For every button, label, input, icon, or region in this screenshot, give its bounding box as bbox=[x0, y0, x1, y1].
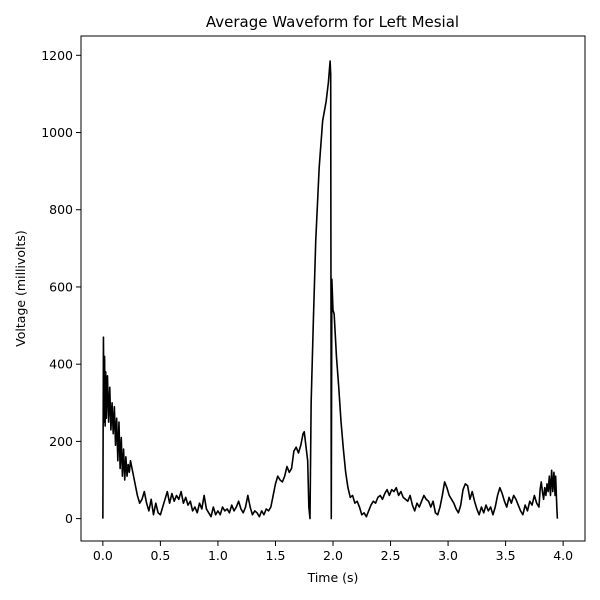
chart-title: Average Waveform for Left Mesial bbox=[206, 13, 459, 31]
y-tick-label: 200 bbox=[49, 434, 73, 449]
y-tick-label: 600 bbox=[49, 279, 73, 294]
y-tick-label: 400 bbox=[49, 357, 73, 372]
x-tick-label: 3.5 bbox=[496, 548, 516, 563]
y-tick-label: 1000 bbox=[41, 125, 73, 140]
y-tick-label: 800 bbox=[49, 202, 73, 217]
y-tick-label: 0 bbox=[65, 511, 73, 526]
x-tick-label: 1.5 bbox=[266, 548, 286, 563]
plot-frame bbox=[80, 35, 586, 542]
plot-area bbox=[102, 60, 559, 520]
x-tick-label: 2.5 bbox=[381, 548, 401, 563]
x-tick-label: 4.0 bbox=[553, 548, 573, 563]
y-tick-label: 1200 bbox=[41, 48, 73, 63]
waveform-line-0 bbox=[102, 60, 559, 520]
x-tick-label: 1.0 bbox=[208, 548, 228, 563]
y-axis-label: Voltage (millivolts) bbox=[13, 230, 28, 347]
x-axis-label: Time (s) bbox=[307, 570, 359, 585]
y-axis-ticks: 0 200 400 600 800 1000 1200 bbox=[41, 48, 81, 526]
x-tick-label: 2.0 bbox=[323, 548, 343, 563]
x-axis-ticks: 0.0 0.5 1.0 1.5 2.0 2.5 3.0 3.5 4.0 bbox=[93, 541, 573, 563]
x-tick-label: 3.0 bbox=[438, 548, 458, 563]
x-tick-label: 0.5 bbox=[150, 548, 170, 563]
x-tick-label: 0.0 bbox=[93, 548, 113, 563]
